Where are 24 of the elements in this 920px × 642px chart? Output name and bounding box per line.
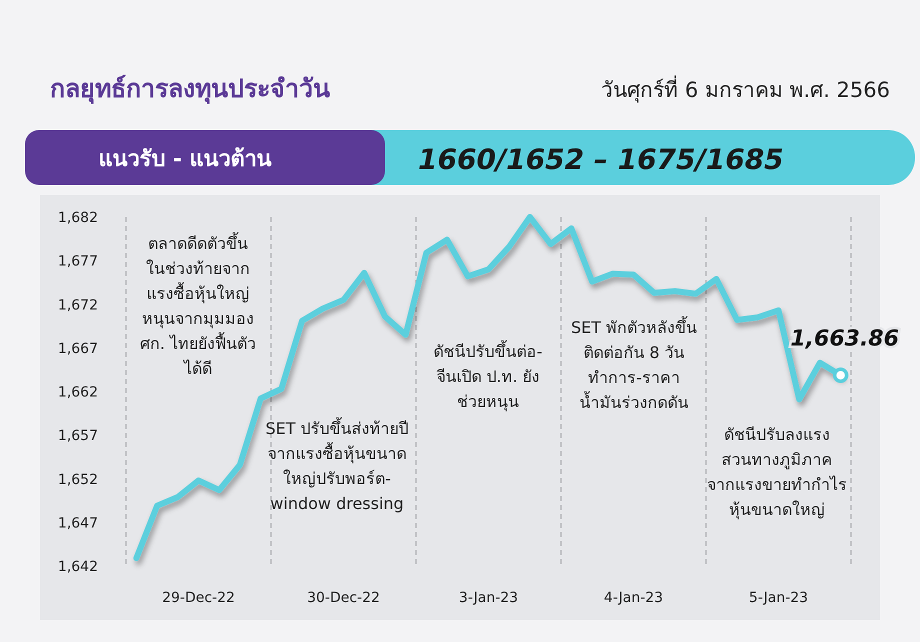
chart-subtitle: วันศุกร์ที่ 6 มกราคม พ.ศ. 2566 — [601, 75, 890, 103]
y-tick-label: 1,652 — [58, 472, 98, 488]
annotation: SET ปรับขึ้นส่งท้ายปี จากแรงซื้อหุ้นขนาด ใหญ่ปรับพอร์ต- window dressing — [265, 417, 409, 513]
x-tick-label: 29-Dec-22 — [162, 590, 235, 606]
y-tick-label: 1,672 — [58, 297, 98, 314]
x-tick-label: 5-Jan-23 — [748, 590, 808, 606]
text: แนวรับ - แนวต้าน — [98, 147, 272, 172]
chart-title: กลยุทธ์การลงทุนประจำวัน — [50, 74, 330, 105]
annotation: SET พักตัวหลังขึ้น ติดต่อกัน 8 วัน ทำการ-ราคา น้ำมันร่วงกดดัน — [570, 316, 698, 412]
annotation: ดัชนีปรับขึ้นต่อ- จีนเปิด ป.ท. ยัง ช่วยหนุน — [434, 340, 542, 412]
annotation: ตลาดดีดตัวขึ้น ในช่วงท้ายจาก แรงซื้อหุ้นใหญ่ หนุนจากมุมมอง ศก. ไทยยังฟื้นตัว ได้ดี — [140, 232, 256, 378]
x-tick-label: 3-Jan-23 — [458, 590, 518, 606]
y-tick-label: 1,682 — [58, 210, 98, 226]
y-tick-label: 1,647 — [58, 515, 98, 532]
y-tick-label: 1,657 — [58, 428, 98, 444]
annotation: ดัชนีปรับลงแรง สวนทางภูมิภาค จากแรงขายทำกำไร หุ้นขนาดใหญ่ — [707, 425, 847, 520]
data-label: 1,663.86 — [790, 326, 899, 352]
text: 1660/1652 – 1675/1685 — [418, 143, 784, 176]
y-tick-label: 1,662 — [58, 384, 98, 400]
y-tick-label: 1,642 — [58, 559, 98, 575]
x-tick-label: 4-Jan-23 — [604, 590, 664, 606]
x-tick-label: 30-Dec-22 — [307, 590, 380, 606]
y-tick-label: 1,667 — [58, 340, 98, 357]
y-tick-label: 1,677 — [58, 254, 98, 270]
